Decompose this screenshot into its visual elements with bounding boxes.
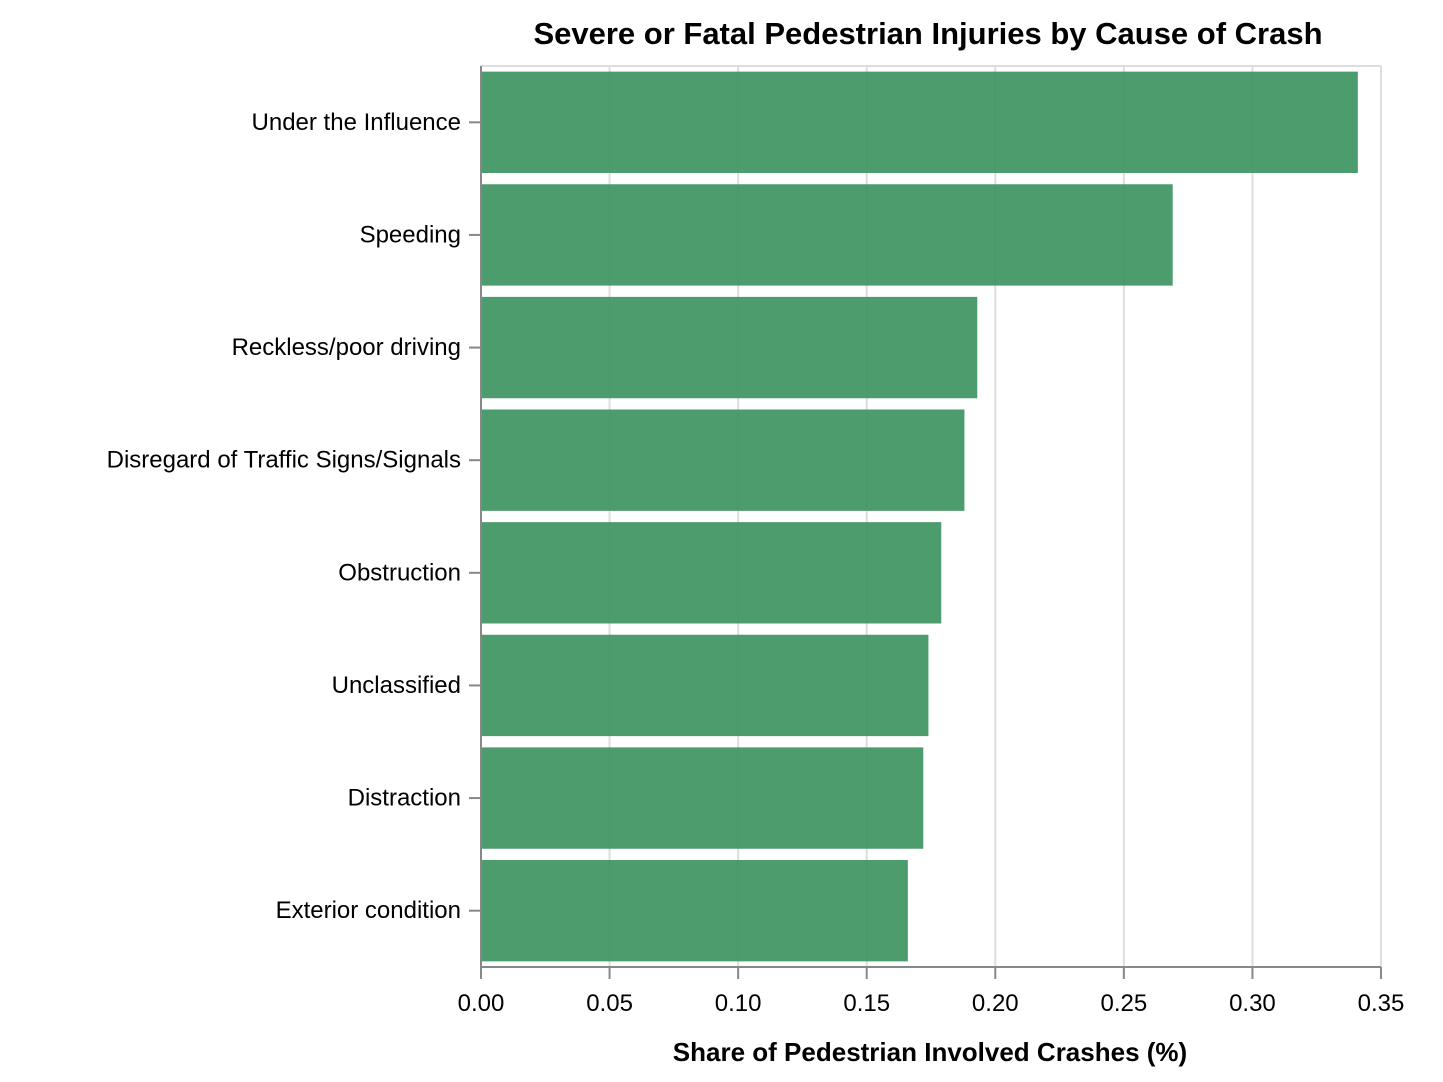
bar-7[interactable] [481,747,924,849]
x-tick-label-0.35: 0.35 [1358,990,1405,1017]
y-tick-label-1: Under the Influence [252,109,461,136]
bars [481,71,1358,962]
chart-title: Severe or Fatal Pedestrian Injuries by C… [533,16,1322,51]
y-tick-label-3: Reckless/poor driving [232,334,461,361]
x-tick-label-0.05: 0.05 [586,990,633,1017]
bar-4[interactable] [481,409,965,511]
y-tick-label-2: Speeding [360,221,461,248]
y-tick-label-4: Disregard of Traffic Signs/Signals [107,447,461,474]
x-tick-label-0.30: 0.30 [1229,990,1276,1017]
y-tick-label-6: Unclassified [332,672,461,699]
bar-8[interactable] [481,860,908,962]
x-tick-label-0.25: 0.25 [1100,990,1147,1017]
x-axis-title: Share of Pedestrian Involved Crashes (%) [673,1037,1187,1067]
x-tick-label-0.10: 0.10 [715,990,762,1017]
y-tick-label-8: Exterior condition [276,897,461,924]
bar-2[interactable] [481,184,1173,286]
bar-1[interactable] [481,71,1358,173]
x-tick-label-0.15: 0.15 [843,990,890,1017]
axes: Under the Influence Speeding Reckless/poor… [107,66,1405,1017]
bar-5[interactable] [481,522,942,624]
y-tick-label-5: Obstruction [338,559,461,586]
bar-3[interactable] [481,296,978,399]
y-tick-label-7: Distraction [348,785,461,812]
x-tick-label-0.20: 0.20 [972,990,1019,1017]
x-tick-label-0.00: 0.00 [458,990,505,1017]
bar-6[interactable] [481,634,929,737]
